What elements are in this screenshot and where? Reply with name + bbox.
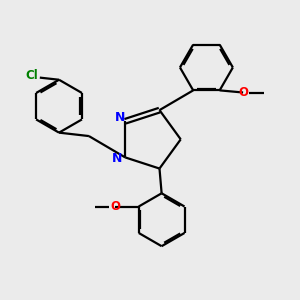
Text: N: N: [112, 152, 123, 165]
Text: N: N: [114, 111, 125, 124]
Text: Cl: Cl: [26, 69, 38, 82]
Text: O: O: [238, 86, 248, 99]
Text: O: O: [110, 200, 120, 213]
